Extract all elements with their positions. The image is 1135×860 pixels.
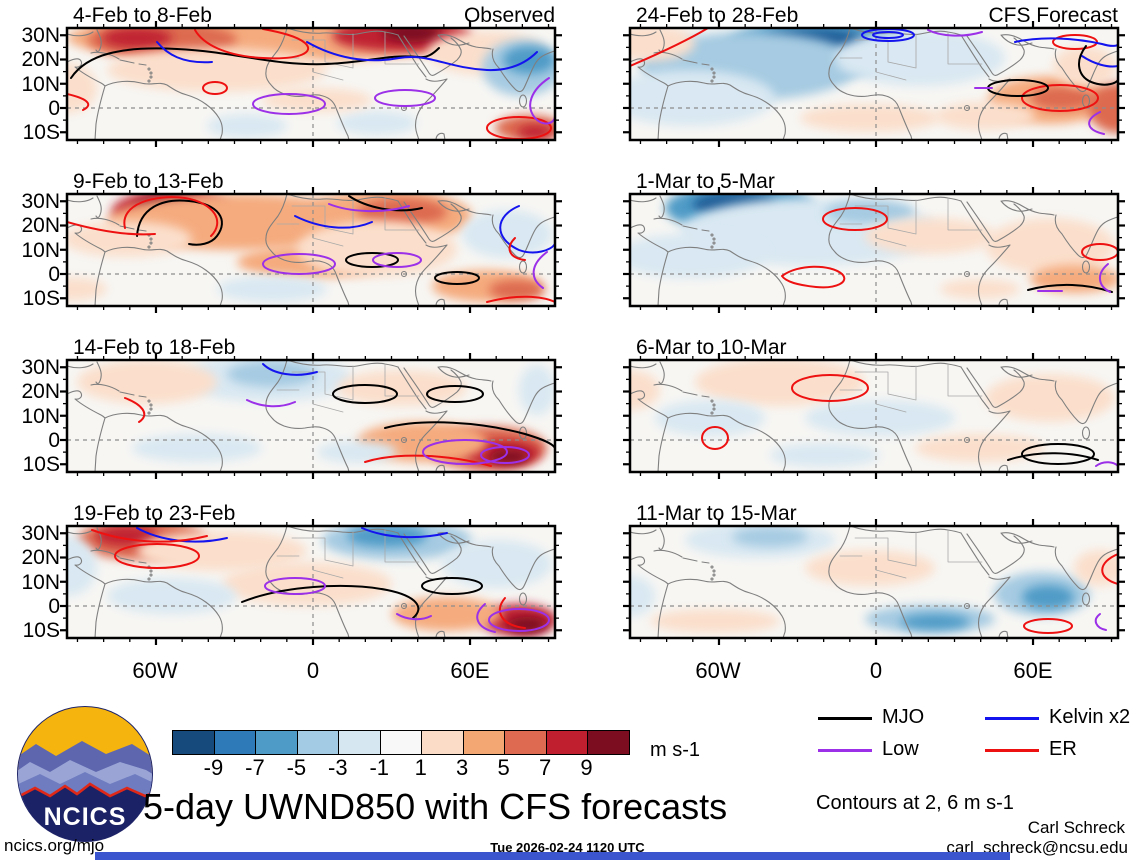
legend-label: ER bbox=[1049, 738, 1077, 760]
colorbar-cell bbox=[297, 731, 340, 754]
bottom-progress-bar bbox=[95, 852, 1010, 860]
timestamp: Tue 2026-02-24 1120 UTC bbox=[490, 840, 645, 855]
y-axis-label: 20N bbox=[21, 546, 60, 569]
y-axis-label: 0 bbox=[48, 429, 60, 452]
x-axis-label: 60W bbox=[695, 658, 741, 683]
panel-title-L1: 4-Feb to 8-Feb bbox=[73, 4, 212, 27]
colorbar-cell bbox=[339, 731, 381, 754]
panel-title-R2: 1-Mar to 5-Mar bbox=[636, 170, 775, 193]
map-panel-L3 bbox=[60, 353, 562, 479]
y-axis-label: 30N bbox=[21, 356, 60, 379]
panel-title-R1: 24-Feb to 28-Feb bbox=[636, 4, 799, 27]
y-axis-label: 30N bbox=[21, 522, 60, 545]
colorbar-cell bbox=[422, 731, 464, 754]
map-panel-R1 bbox=[623, 21, 1125, 147]
legend-label: Low bbox=[882, 738, 919, 760]
legend-label: MJO bbox=[882, 706, 925, 728]
colorbar-cell bbox=[256, 731, 298, 754]
legend-line-mjo bbox=[818, 717, 872, 720]
colorbar-tick-label: 7 bbox=[538, 755, 552, 780]
y-axis-label: 0 bbox=[48, 97, 60, 120]
panel-title-L2: 9-Feb to 13-Feb bbox=[73, 170, 224, 193]
y-axis-label: 30N bbox=[21, 190, 60, 213]
colorbar-cell bbox=[214, 731, 257, 754]
map-panel-R4 bbox=[623, 519, 1125, 645]
legend-line-low bbox=[818, 749, 872, 752]
x-axis-label: 0 bbox=[869, 658, 883, 683]
colorbar-tick-label: -1 bbox=[369, 755, 390, 780]
y-axis-label: 0 bbox=[48, 595, 60, 618]
colorbar-tick-label: -9 bbox=[203, 755, 224, 780]
y-axis-label: 10S bbox=[22, 619, 60, 642]
y-axis-label: 10S bbox=[22, 121, 60, 144]
map-panel-R3 bbox=[623, 353, 1125, 479]
map-panel-L2 bbox=[60, 187, 562, 313]
colorbar-tick-label: 9 bbox=[580, 755, 593, 780]
panel-title-R4: 11-Mar to 15-Mar bbox=[636, 502, 797, 525]
y-axis-label: 10S bbox=[22, 453, 60, 476]
x-axis-label: 60E bbox=[450, 658, 490, 683]
y-axis-label: 0 bbox=[48, 263, 60, 286]
credit-name: Carl Schreck bbox=[1027, 818, 1125, 837]
column-heading-L1: Observed bbox=[463, 4, 555, 27]
colorbar-cell bbox=[463, 731, 506, 754]
y-axis-label: 10N bbox=[21, 404, 60, 428]
site-url: ncics.org/mjo bbox=[4, 836, 105, 855]
contours-note: Contours at 2, 6 m s-1 bbox=[816, 792, 1014, 814]
units-label: m s-1 bbox=[650, 739, 700, 761]
figure-title: 5-day UWND850 with CFS forecasts bbox=[143, 786, 728, 827]
colorbar-tick-label: 1 bbox=[414, 755, 427, 780]
colorbar-cell bbox=[588, 731, 630, 754]
y-axis-label: 30N bbox=[21, 24, 60, 47]
x-axis-label: 0 bbox=[306, 658, 320, 683]
colorbar-cell bbox=[505, 731, 547, 754]
y-axis-label: 10N bbox=[21, 72, 60, 96]
column-heading-R1: CFS Forecast bbox=[988, 4, 1118, 27]
y-axis-label: 10N bbox=[21, 570, 60, 594]
colorbar-cell bbox=[173, 731, 215, 754]
colorbar-cell bbox=[380, 731, 423, 754]
panel-title-R3: 6-Mar to 10-Mar bbox=[636, 336, 787, 359]
y-axis-label: 20N bbox=[21, 48, 60, 71]
legend-label: Kelvin x2 bbox=[1049, 706, 1131, 728]
logo-text: NCICS bbox=[44, 803, 127, 831]
legend-line-kelvin-x2 bbox=[985, 717, 1039, 720]
y-axis-label: 20N bbox=[21, 380, 60, 403]
map-panel-R2 bbox=[623, 187, 1125, 313]
map-panel-L4 bbox=[60, 519, 562, 645]
map-panel-L1 bbox=[60, 21, 562, 147]
colorbar-tick-label: -3 bbox=[328, 755, 348, 780]
panel-title-L4: 19-Feb to 23-Feb bbox=[73, 502, 236, 525]
y-axis-label: 10N bbox=[21, 238, 60, 262]
colorbar-tick-label: 5 bbox=[497, 755, 510, 780]
colorbar-tick-label: 3 bbox=[456, 755, 469, 780]
y-axis-label: 20N bbox=[21, 214, 60, 237]
y-axis-label: 10S bbox=[22, 287, 60, 310]
ncics-logo: NCICS bbox=[17, 706, 153, 842]
panel-title-L3: 14-Feb to 18-Feb bbox=[73, 336, 236, 359]
colorbar-tick-label: -7 bbox=[245, 755, 265, 780]
colorbar-tick-label: -5 bbox=[286, 755, 307, 780]
colorbar-cell bbox=[546, 731, 589, 754]
legend-line-er bbox=[985, 749, 1039, 752]
x-axis-label: 60E bbox=[1013, 658, 1053, 683]
x-axis-label: 60W bbox=[132, 658, 178, 683]
colorbar bbox=[172, 730, 630, 755]
